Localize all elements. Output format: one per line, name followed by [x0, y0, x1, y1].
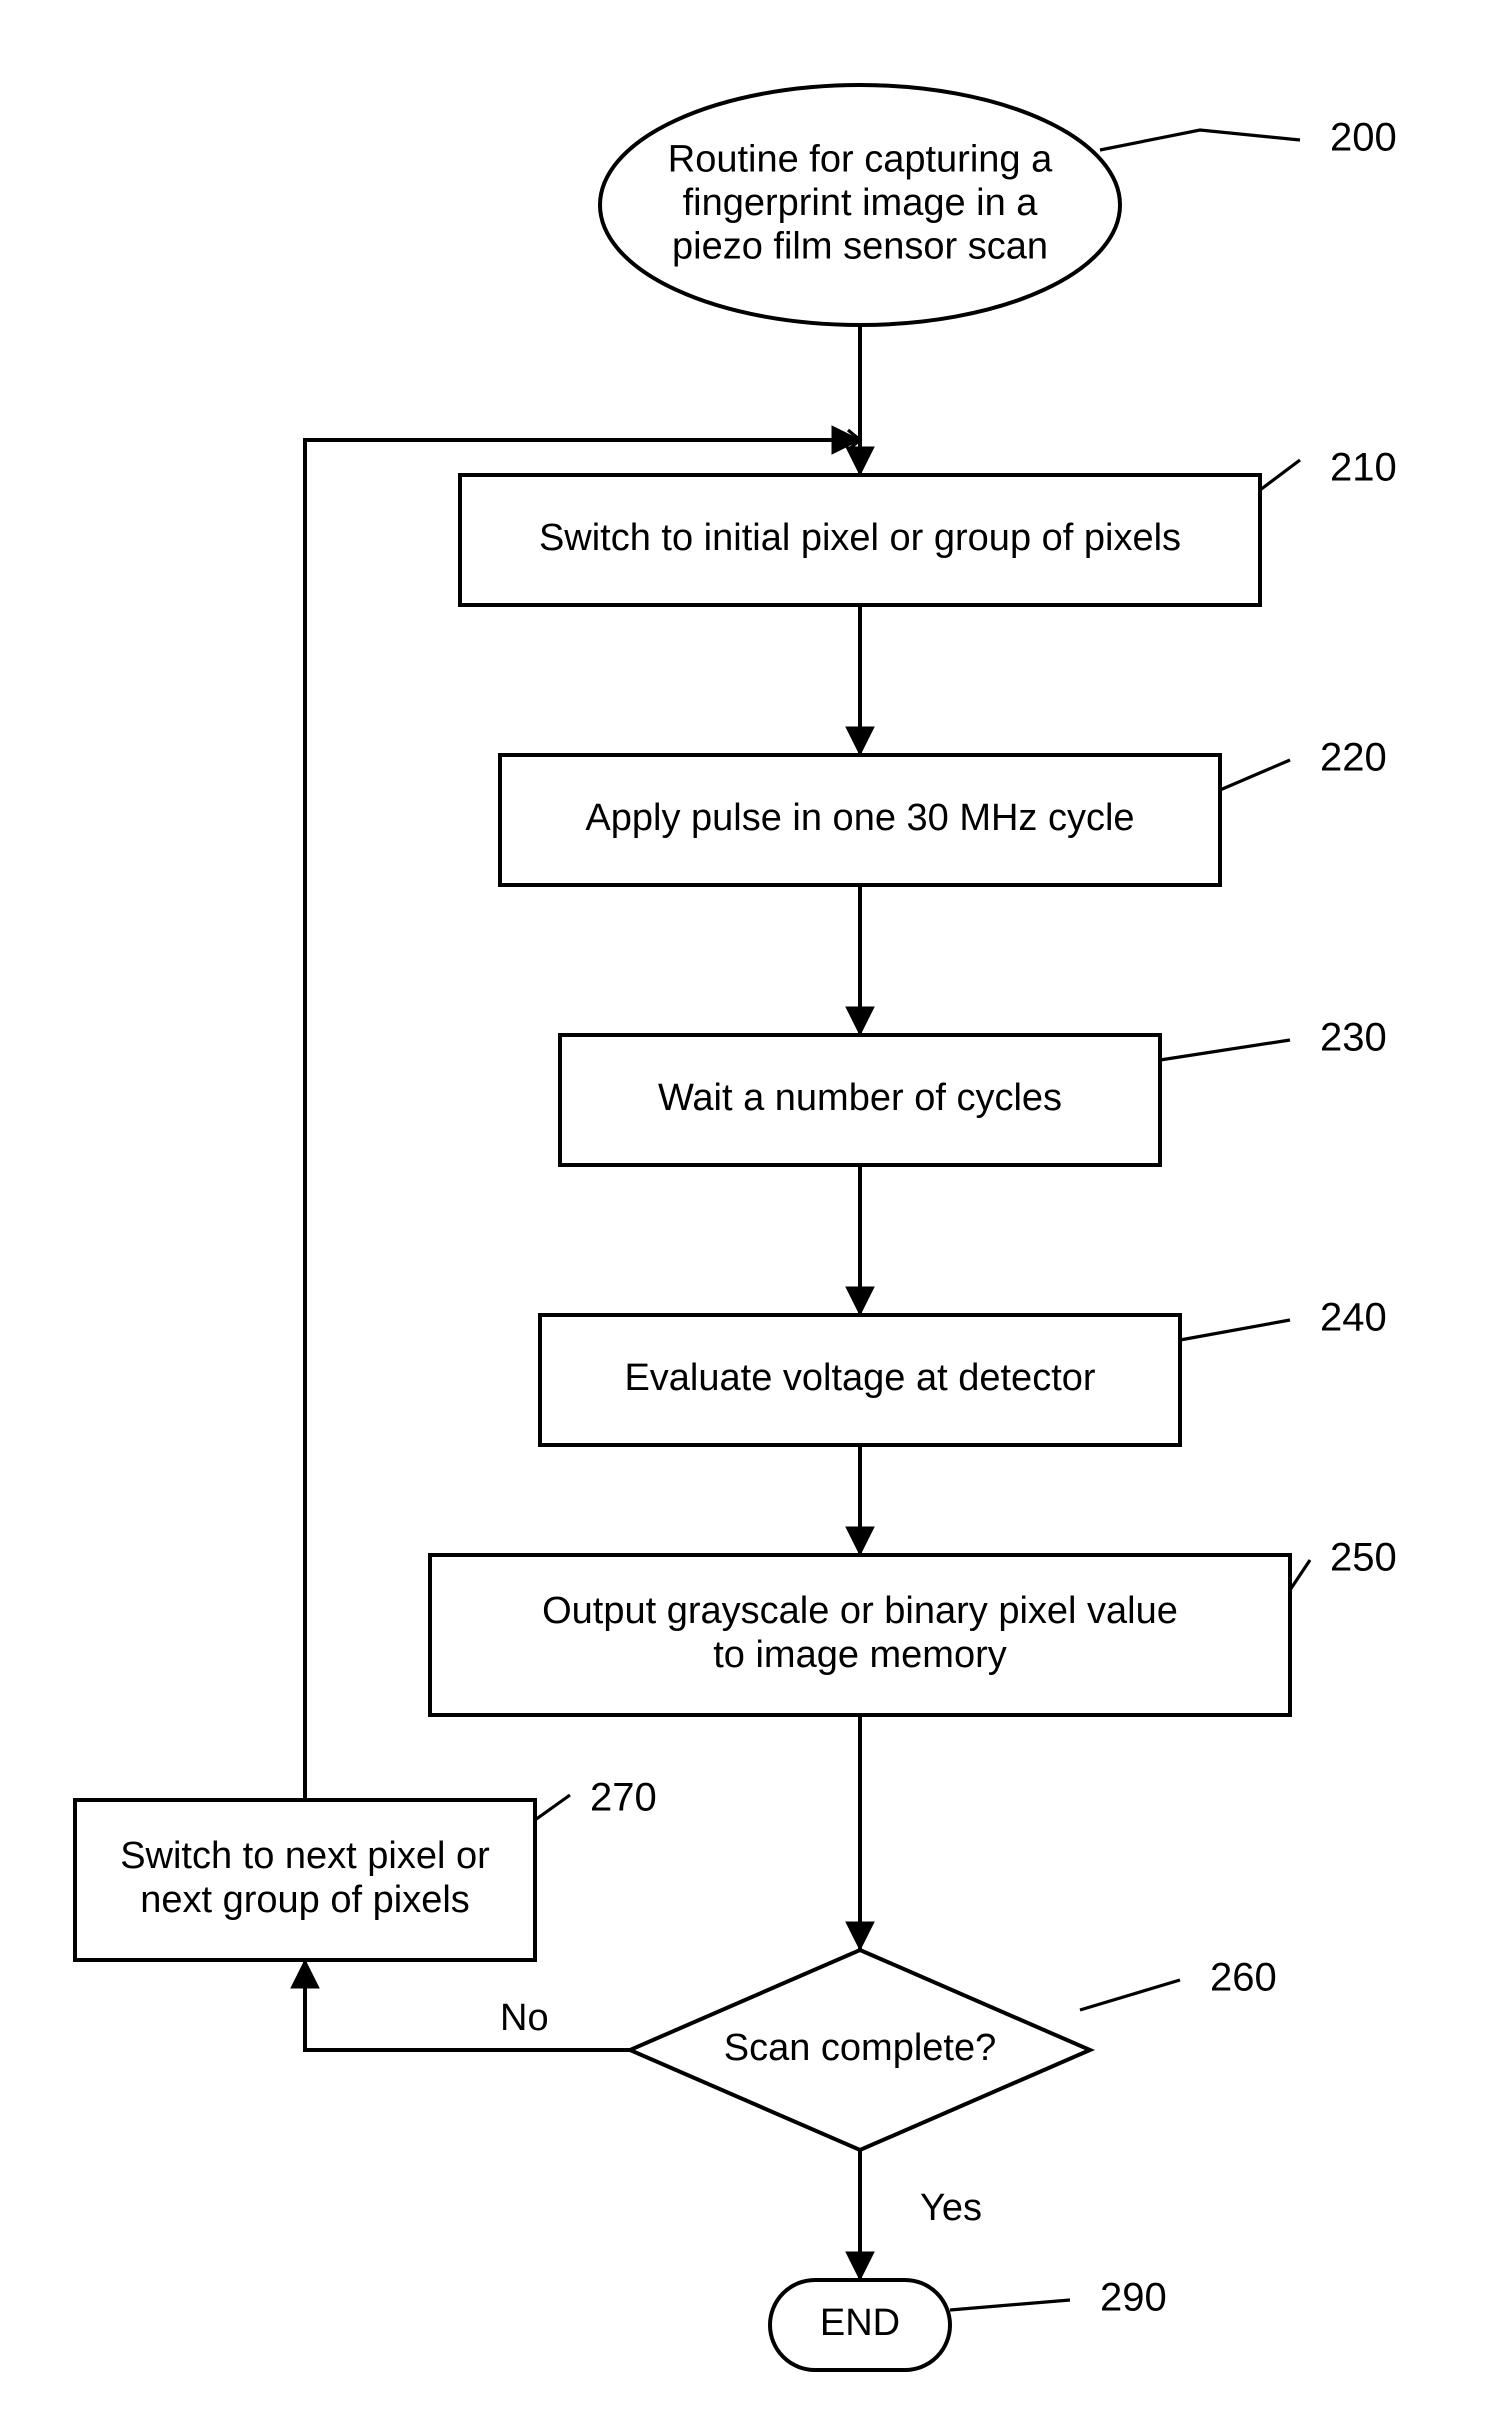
ref-label: 210: [1330, 446, 1397, 490]
ref-label: 240: [1320, 1296, 1387, 1340]
svg-text:Wait a number of cycles: Wait a number of cycles: [658, 1077, 1062, 1119]
ref-label: 220: [1320, 736, 1387, 780]
svg-text:Output grayscale or binary pix: Output grayscale or binary pixel value: [542, 1590, 1178, 1632]
ref-label: 230: [1320, 1016, 1387, 1060]
ref-label: 290: [1100, 2276, 1167, 2320]
ref-label: 250: [1330, 1536, 1397, 1580]
svg-text:piezo film sensor scan: piezo film sensor scan: [672, 226, 1048, 268]
ref-label: 200: [1330, 116, 1397, 160]
edge-label: No: [500, 1997, 549, 2039]
svg-text:Switch to initial pixel or gro: Switch to initial pixel or group of pixe…: [539, 517, 1181, 559]
svg-text:Evaluate voltage at detector: Evaluate voltage at detector: [624, 1357, 1095, 1399]
edge-7: [305, 1960, 630, 2050]
svg-text:to image memory: to image memory: [713, 1634, 1007, 1676]
svg-text:Switch to next pixel or: Switch to next pixel or: [120, 1835, 490, 1877]
ref-label: 270: [590, 1776, 657, 1820]
svg-text:next group of pixels: next group of pixels: [140, 1879, 470, 1921]
svg-text:fingerprint image in a: fingerprint image in a: [683, 182, 1039, 224]
svg-text:Scan complete?: Scan complete?: [724, 2027, 997, 2069]
ref-label: 260: [1210, 1956, 1277, 2000]
svg-text:Apply pulse in one 30 MHz cycl: Apply pulse in one 30 MHz cycle: [585, 797, 1134, 839]
edge-label: Yes: [920, 2187, 982, 2229]
svg-text:Routine for capturing a: Routine for capturing a: [668, 138, 1053, 180]
svg-text:END: END: [820, 2302, 900, 2344]
